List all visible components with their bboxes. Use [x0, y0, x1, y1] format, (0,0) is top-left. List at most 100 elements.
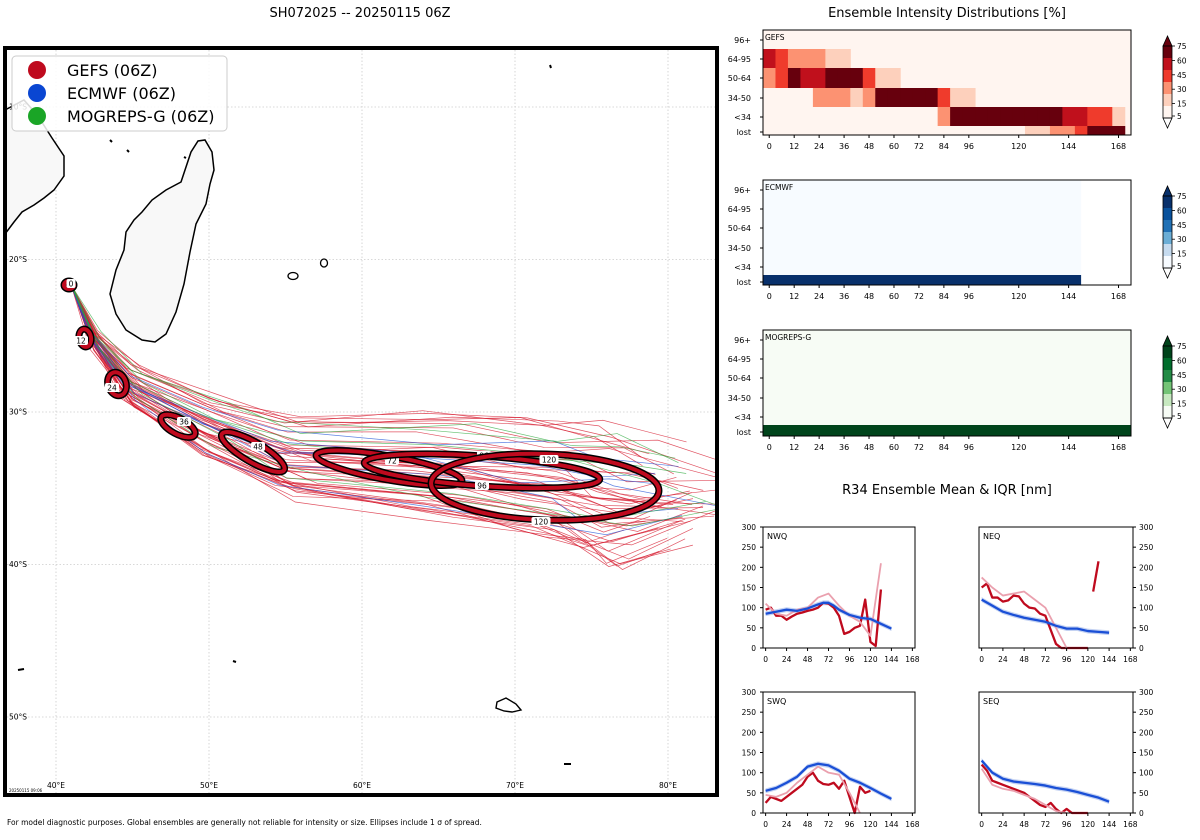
lon-tick-label: 50°E: [200, 781, 218, 790]
r34-hour-label: 0: [763, 820, 768, 829]
heatmap-model-label: ECMWF: [765, 183, 793, 192]
colorbar-mogreps-g: 75 60 45 30 15 5: [1162, 335, 1187, 429]
r34-series-line: [981, 598, 1110, 634]
heatmap-cell: [1074, 107, 1088, 126]
heatmap-cell: [1099, 126, 1113, 135]
r34-series-line: [980, 759, 1110, 803]
r34-panel-nwq: NWQ 0 24 48 72 96 120 144 168 300 250 200 150 100 50 0: [742, 523, 920, 664]
member-track: [70, 285, 706, 520]
legend-mogreps-label: MOGREPS-G (06Z): [67, 107, 214, 126]
heatmap-cell: [837, 88, 851, 107]
lon-tick-label: 60°E: [353, 781, 371, 790]
r34-radius-label: 100: [742, 769, 757, 778]
member-track: [70, 285, 668, 564]
r34-radius-label: 150: [1139, 584, 1154, 593]
heatmap-hour-label: 168: [1111, 443, 1126, 452]
heatmap-hour-label: 0: [767, 443, 772, 452]
heatmap-hour-label: 48: [864, 142, 874, 151]
member-track: [70, 285, 656, 478]
r34-panel-swq: SWQ 0 24 48 72 96 120 144 168 300 250 200 150 100 50 0: [742, 688, 920, 829]
heatmap-category-label: 50-64: [728, 224, 751, 233]
r34-hour-label: 96: [1062, 655, 1072, 664]
heatmap-category-label: 50-64: [728, 374, 751, 383]
heatmap-category-label: <34: [734, 263, 751, 272]
ensemble-tracks: [70, 285, 716, 570]
heatmap-category-label: 64-95: [728, 205, 751, 214]
r34-quadrant-label: NEQ: [983, 532, 1000, 541]
legend-ecmwf-label: ECMWF (06Z): [67, 84, 176, 103]
ellipse-hour-label: 48: [253, 443, 263, 452]
heatmap-cell: [763, 330, 1131, 436]
r34-panel-seq: SEQ 0 24 48 72 96 120 144 168 300 250 200 150 100 50 0: [978, 688, 1154, 829]
heatmap-cell: [763, 49, 776, 68]
heatmap-cell: [887, 68, 901, 88]
colorbar-tick-label: 15: [1177, 400, 1187, 409]
heatmap-cell: [925, 88, 939, 107]
r34-panel-neq: NEQ 0 24 48 72 96 120 144 168 300 250 200 150 100 50 0: [978, 523, 1154, 664]
colorbar-tick-label: 45: [1177, 221, 1187, 230]
lat-tick-label: 20°S: [9, 255, 27, 264]
heatmap-hour-label: 12: [789, 292, 799, 301]
heatmap-cell: [875, 88, 889, 107]
heatmap-hour-label: 72: [914, 443, 924, 452]
heatmap-cell: [763, 275, 1082, 285]
member-track: [71, 285, 676, 459]
ellipse-hour-label-bg: [531, 517, 551, 526]
r34-radius-label: 100: [742, 604, 757, 613]
map-tick-labels: 40°E50°E60°E70°E80°E10°S20°S30°S40°S50°S: [9, 103, 677, 791]
heatmap-cell: [812, 68, 826, 88]
heatmap-category-label: 96+: [734, 186, 751, 195]
heatmap-cell: [950, 107, 964, 126]
r34-quadrant-label: NWQ: [767, 532, 787, 541]
r34-radius-label: 50: [746, 624, 756, 633]
heatmap-mogreps-g: MOGREPS-G 96+ 64-95 50-64 34-50 <34 lost 0 12 24 3…: [728, 329, 1132, 452]
map-legend[interactable]: GEFS (06Z) ECMWF (06Z) MOGREPS-G (06Z): [11, 55, 228, 132]
colorbar-tick-label: 15: [1177, 250, 1187, 259]
r34-hour-label: 0: [979, 655, 984, 664]
heatmap-category-label: 50-64: [728, 74, 751, 83]
heatmap-hour-label: 60: [889, 292, 899, 301]
heatmap-cell: [975, 107, 989, 126]
prince-edward-island: [232, 660, 237, 663]
member-track: [70, 285, 643, 466]
heatmap-hour-label: 144: [1061, 292, 1076, 301]
r34-hour-label: 24: [998, 655, 1008, 664]
r34-series-line: [765, 762, 892, 800]
r34-hour-label: 120: [863, 655, 878, 664]
colorbar-ecmwf: 75 60 45 30 15 5: [1162, 185, 1187, 279]
heatmap-cell: [800, 49, 814, 68]
heatmap-hour-label: 60: [889, 142, 899, 151]
r34-series-line: [981, 576, 1068, 649]
lon-tick-label: 80°E: [659, 781, 677, 790]
map-panel: 40°E50°E60°E70°E80°E10°S20°S30°S40°S50°S…: [3, 46, 719, 797]
r34-hour-label: 168: [905, 655, 920, 664]
heatmap-cell: [1099, 107, 1113, 126]
r34-series-line: [980, 768, 1067, 814]
heatmap-hour-label: 84: [939, 142, 949, 151]
heatmap-cell: [875, 68, 889, 88]
heatmap-hour-label: 120: [1011, 142, 1026, 151]
heatmap-cell: [775, 49, 789, 68]
member-track: [70, 285, 680, 552]
heatmap-cell: [1037, 126, 1051, 135]
heatmap-cell: [962, 88, 976, 107]
r34-radius-label: 50: [1139, 624, 1149, 633]
intensity-heatmaps: GEFS 96+ 64-95 50-64 34-50 <34 lost 0 12 24 36 48 60…: [728, 29, 1187, 452]
heatmap-cell: [962, 107, 976, 126]
r34-hour-label: 144: [1102, 655, 1117, 664]
r34-hour-label: 168: [1123, 655, 1138, 664]
colorbar-tick-label: 75: [1177, 42, 1187, 51]
heatmap-hour-label: 144: [1061, 443, 1076, 452]
heatmap-category-label: 64-95: [728, 55, 751, 64]
comoros-island: [109, 139, 187, 159]
lat-tick-label: 40°S: [9, 560, 27, 569]
legend-mogreps-marker: [28, 107, 46, 125]
heatmap-cell: [1087, 107, 1101, 126]
heatmap-cell: [1112, 126, 1126, 135]
heatmap-hour-label: 0: [767, 292, 772, 301]
r34-hour-label: 144: [884, 820, 899, 829]
heatmap-cell: [837, 68, 851, 88]
r34-radius-label: 150: [1139, 749, 1154, 758]
r34-hour-label: 144: [884, 655, 899, 664]
heatmap-hour-label: 84: [939, 443, 949, 452]
